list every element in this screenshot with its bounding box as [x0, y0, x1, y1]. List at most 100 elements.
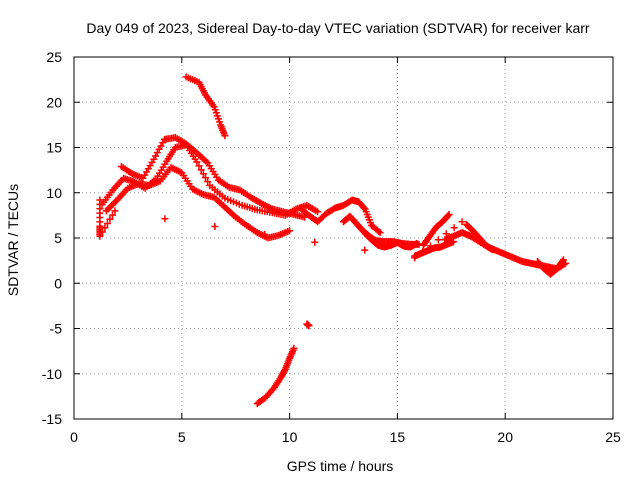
data-point: [161, 160, 169, 168]
data-point: [557, 259, 565, 267]
grid: [74, 57, 613, 419]
data-point: [359, 203, 367, 211]
data-point: [154, 178, 162, 186]
data-points: [96, 73, 570, 408]
data-point: [256, 199, 264, 207]
data-point: [473, 232, 481, 240]
data-point: [202, 174, 210, 182]
data-point: [209, 101, 217, 109]
data-point: [444, 212, 452, 220]
data-point: [312, 207, 320, 215]
data-point: [195, 162, 203, 170]
data-point: [302, 209, 310, 217]
data-point: [199, 170, 207, 178]
y-tick-label: -10: [42, 366, 62, 382]
data-point: [223, 182, 231, 190]
data-point: [360, 204, 368, 212]
y-tick-label: 15: [46, 140, 62, 156]
data-point: [345, 198, 353, 206]
x-tick-label: 20: [497, 429, 513, 445]
data-point: [220, 130, 228, 138]
data-point: [234, 186, 242, 194]
y-tick-label: 20: [46, 94, 62, 110]
data-point: [208, 193, 216, 201]
x-tick-label: 5: [178, 429, 186, 445]
data-point: [204, 178, 212, 186]
data-point: [211, 223, 219, 231]
data-point: [424, 235, 432, 243]
data-point: [442, 230, 450, 238]
data-point: [241, 220, 249, 228]
data-point: [480, 239, 488, 247]
data-point: [486, 244, 494, 252]
data-point: [180, 139, 188, 147]
data-point: [357, 224, 365, 232]
data-point: [235, 200, 243, 208]
data-point: [430, 226, 438, 234]
axis-ticks: 0 5 10 15 20 25 -15 -10 -5 0 5 10 15 20 25: [42, 49, 621, 445]
data-point: [200, 89, 208, 97]
data-point: [305, 321, 313, 329]
data-point: [107, 188, 115, 196]
y-tick-label: -5: [50, 321, 63, 337]
data-point: [98, 228, 106, 236]
data-point: [373, 226, 381, 234]
data-point: [458, 218, 466, 226]
data-point: [159, 139, 167, 147]
data-point: [450, 224, 458, 232]
data-point: [328, 206, 336, 214]
data-point: [251, 205, 259, 213]
data-point: [126, 169, 134, 177]
y-tick-label: 25: [46, 49, 62, 65]
data-point: [219, 202, 227, 210]
data-point: [426, 242, 434, 250]
data-point: [285, 356, 293, 364]
data-point: [101, 224, 109, 232]
x-tick-label: 15: [390, 429, 406, 445]
data-point: [148, 158, 156, 166]
data-point: [187, 182, 195, 190]
data-point: [350, 217, 358, 225]
data-point: [176, 168, 184, 176]
data-point: [366, 219, 374, 227]
data-point: [412, 240, 420, 248]
data-point: [434, 236, 442, 244]
y-tick-label: 0: [54, 275, 62, 291]
data-point: [467, 225, 475, 233]
data-point: [487, 245, 495, 253]
data-point: [216, 118, 224, 126]
data-point: [319, 212, 327, 220]
data-point: [191, 155, 199, 163]
data-point: [170, 134, 178, 142]
data-point: [281, 367, 289, 375]
data-point: [259, 395, 267, 403]
y-tick-label: -15: [42, 411, 62, 427]
data-point: [375, 227, 383, 235]
data-point: [111, 198, 119, 206]
data-point: [288, 210, 296, 218]
data-point: [106, 215, 114, 223]
y-tick-label: 5: [54, 230, 62, 246]
x-tick-label: 0: [70, 429, 78, 445]
chart-title: Day 049 of 2023, Sidereal Day-to-day VTE…: [86, 20, 589, 36]
data-point: [551, 267, 559, 275]
data-point: [202, 157, 210, 165]
data-point: [419, 248, 427, 256]
data-point: [161, 215, 169, 223]
x-tick-label: 10: [282, 429, 298, 445]
data-point: [213, 173, 221, 181]
data-point: [218, 192, 226, 200]
data-point: [538, 262, 546, 270]
data-point: [251, 227, 259, 235]
data-point: [122, 186, 130, 194]
data-point: [118, 176, 126, 184]
data-point: [137, 174, 145, 182]
data-point: [103, 220, 111, 228]
data-point: [558, 257, 566, 265]
data-point: [261, 230, 269, 238]
data-point: [273, 232, 281, 240]
data-point: [443, 213, 451, 221]
y-axis-label: SDTVAR / TECUs: [5, 184, 21, 296]
data-point: [411, 254, 419, 262]
